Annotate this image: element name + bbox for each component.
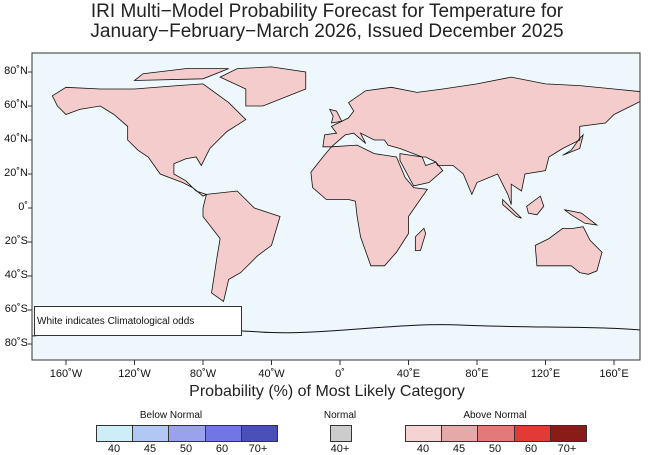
coastline-africa xyxy=(310,144,429,267)
forecast-map xyxy=(28,52,641,365)
lon-label: 160˚E xyxy=(599,368,629,380)
legend-swatch-below xyxy=(205,426,242,441)
lon-label: 40˚W xyxy=(258,368,285,380)
legend-swatch-above xyxy=(478,426,515,441)
land-masses xyxy=(52,66,640,302)
land-borneo xyxy=(526,196,544,215)
land-uk xyxy=(329,109,342,123)
lat-label: 80˚N xyxy=(4,65,28,77)
legend-tick-below: 60 xyxy=(215,443,229,455)
legend-swatch-above xyxy=(442,426,479,441)
land-madagascar xyxy=(415,228,426,251)
legend-tick-above: 50 xyxy=(488,443,502,455)
coastline-south-america xyxy=(202,190,281,303)
legend-above-bar xyxy=(405,425,587,442)
land-south-america xyxy=(203,191,281,302)
coastline-eurasia xyxy=(322,76,640,205)
lon-label: 160˚W xyxy=(49,368,83,380)
legend-tick-below: 40 xyxy=(107,443,121,455)
lat-label: 20˚S xyxy=(4,235,28,247)
legend-tick-normal: 40+ xyxy=(330,443,350,455)
axis-ticks xyxy=(28,71,615,365)
legend-above-title: Above Normal xyxy=(463,410,527,421)
coastlines xyxy=(51,66,640,303)
lat-label: 60˚S xyxy=(4,303,28,315)
legend-tick-above: 70+ xyxy=(557,443,577,455)
legend-below-title: Below Normal xyxy=(139,410,203,421)
lon-label: 120˚W xyxy=(118,368,151,380)
legend-tick-below: 70+ xyxy=(248,443,268,455)
lon-label: 40˚E xyxy=(396,368,421,380)
coastline-australia xyxy=(534,226,603,275)
lat-label: 40˚S xyxy=(4,269,28,281)
coastline-sumatra xyxy=(502,198,522,219)
land-eurasia xyxy=(322,77,640,205)
legend-swatch-above xyxy=(514,426,551,441)
chart-title-line1: IRI Multi−Model Probability Forecast for… xyxy=(90,1,564,22)
coastline-north-america xyxy=(51,83,247,197)
legend-swatch-below xyxy=(133,426,170,441)
lat-label: 0˚ xyxy=(18,201,28,213)
legend-tick-below: 50 xyxy=(179,443,193,455)
lat-label: 80˚S xyxy=(4,337,28,349)
legend-swatch-above xyxy=(550,426,587,441)
legend-tick-above: 60 xyxy=(524,443,538,455)
land-new-guinea xyxy=(564,209,597,225)
land-arabia xyxy=(399,153,443,186)
coastline-borneo xyxy=(526,195,545,216)
legend-normal-title: Normal xyxy=(323,410,357,421)
legend-swatch-above xyxy=(406,426,443,441)
legend-swatch-normal xyxy=(331,426,351,441)
coastline-madagascar xyxy=(414,227,427,251)
legend-tick-above: 40 xyxy=(416,443,430,455)
lon-label: 80˚W xyxy=(189,368,217,380)
legend-below-bar xyxy=(96,425,278,442)
lat-label: 60˚N xyxy=(4,99,28,111)
coastline-arabia xyxy=(399,153,444,187)
coastline-greenland xyxy=(219,66,307,107)
lon-label: 80˚E xyxy=(465,368,489,380)
legend-tick-below: 45 xyxy=(143,443,157,455)
coastline-arctic-islands xyxy=(133,68,229,81)
climatology-note: White indicates Climatological odds xyxy=(34,306,242,336)
coastline-japan xyxy=(562,133,584,156)
x-axis-title: Probability (%) of Most Likely Category xyxy=(189,383,465,400)
lon-label: 0˚ xyxy=(335,368,345,380)
land-north-america xyxy=(52,83,246,197)
land-africa xyxy=(310,145,428,266)
lat-label: 20˚N xyxy=(4,167,28,179)
chart-title-line2: January−February−March 2026, Issued Dece… xyxy=(90,21,564,42)
lat-label: 40˚N xyxy=(4,133,28,145)
legend-tick-above: 45 xyxy=(452,443,466,455)
land-greenland xyxy=(220,66,306,106)
map-frame xyxy=(31,52,641,361)
legend-swatch-below xyxy=(169,426,206,441)
legend-normal-bar xyxy=(330,425,352,442)
lon-label: 120˚E xyxy=(530,368,561,380)
land-australia xyxy=(535,226,603,275)
legend-swatch-below xyxy=(241,426,278,441)
coastline-new-guinea xyxy=(564,209,599,226)
coastline-uk xyxy=(328,108,343,124)
legend-swatch-below xyxy=(97,426,134,441)
